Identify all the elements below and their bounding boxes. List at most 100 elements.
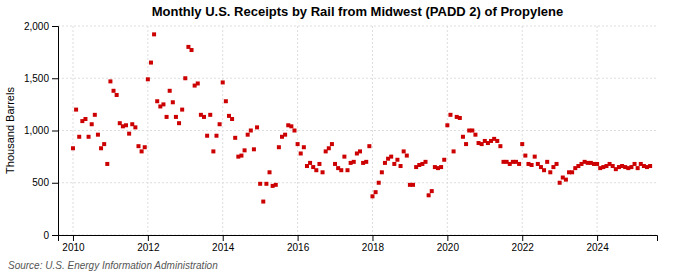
x-axis: 20102012201420162018202020222024 bbox=[59, 235, 658, 253]
point bbox=[517, 162, 521, 166]
tick-mark bbox=[597, 235, 598, 241]
point bbox=[252, 147, 256, 151]
point bbox=[149, 61, 153, 65]
tick-label: 2014 bbox=[212, 242, 235, 253]
grid bbox=[58, 26, 657, 235]
grid-line bbox=[297, 26, 298, 235]
point bbox=[383, 161, 387, 165]
point bbox=[548, 170, 552, 174]
point bbox=[174, 115, 178, 119]
point bbox=[93, 113, 97, 117]
grid-line bbox=[522, 26, 523, 235]
point bbox=[268, 170, 272, 174]
point bbox=[168, 89, 172, 93]
point bbox=[633, 162, 637, 166]
point bbox=[296, 142, 300, 146]
point bbox=[308, 161, 312, 165]
point bbox=[83, 117, 87, 121]
point bbox=[314, 168, 318, 172]
point bbox=[530, 163, 534, 167]
point bbox=[143, 145, 147, 149]
point bbox=[595, 162, 599, 166]
point bbox=[274, 183, 278, 187]
chart: 2010201220142016201820202022202405001,00… bbox=[0, 0, 675, 275]
point bbox=[74, 108, 78, 112]
tick-mark bbox=[522, 235, 523, 241]
point bbox=[427, 193, 431, 197]
point bbox=[224, 99, 228, 103]
point bbox=[377, 181, 381, 185]
tick-mark bbox=[52, 78, 58, 79]
point bbox=[115, 93, 119, 97]
tick-mark bbox=[372, 235, 373, 241]
point bbox=[392, 162, 396, 166]
tick-mark bbox=[52, 26, 58, 27]
tick-mark bbox=[52, 235, 58, 236]
axis-line bbox=[59, 236, 658, 242]
point bbox=[636, 166, 640, 170]
point bbox=[283, 133, 287, 137]
point bbox=[327, 146, 331, 150]
point bbox=[555, 162, 559, 166]
tick-label: 2012 bbox=[137, 242, 160, 253]
point bbox=[367, 144, 371, 148]
point bbox=[196, 81, 200, 85]
tick-mark bbox=[148, 235, 149, 241]
tick: 2,000 bbox=[24, 21, 58, 32]
y-axis: 05001,0001,5002,000 bbox=[24, 21, 59, 241]
grid-line bbox=[222, 26, 223, 235]
y-axis-label: Thousand Barrels bbox=[4, 87, 16, 174]
tick: 500 bbox=[32, 177, 58, 188]
point bbox=[464, 142, 468, 146]
point bbox=[264, 182, 268, 186]
point bbox=[558, 181, 562, 185]
point bbox=[133, 125, 137, 129]
tick: 1,000 bbox=[24, 125, 58, 136]
point bbox=[258, 182, 262, 186]
grid-line bbox=[597, 26, 598, 235]
tick: 2012 bbox=[137, 235, 160, 253]
point bbox=[202, 115, 206, 119]
tick-mark bbox=[52, 131, 58, 132]
point bbox=[289, 124, 293, 128]
point bbox=[177, 121, 181, 125]
source-note: Source: U.S. Energy Information Administ… bbox=[8, 260, 218, 271]
point bbox=[461, 135, 465, 139]
point bbox=[542, 168, 546, 172]
point bbox=[90, 122, 94, 126]
tick: 2022 bbox=[512, 235, 535, 253]
point bbox=[520, 142, 524, 146]
tick: 2020 bbox=[437, 235, 460, 253]
point bbox=[99, 146, 103, 150]
point bbox=[470, 129, 474, 133]
tick-label: 500 bbox=[32, 177, 49, 188]
point bbox=[108, 79, 112, 83]
axis-line bbox=[52, 27, 59, 236]
point bbox=[255, 125, 259, 129]
point bbox=[448, 113, 452, 117]
point bbox=[205, 134, 209, 138]
point bbox=[364, 160, 368, 164]
point bbox=[445, 123, 449, 127]
point bbox=[124, 123, 128, 127]
point bbox=[249, 129, 253, 133]
point bbox=[358, 149, 362, 153]
tick: 2018 bbox=[362, 235, 385, 253]
tick-mark bbox=[298, 235, 299, 241]
point bbox=[239, 154, 243, 158]
point bbox=[146, 77, 150, 81]
point bbox=[439, 165, 443, 169]
point bbox=[452, 149, 456, 153]
point bbox=[152, 32, 156, 36]
point bbox=[339, 168, 343, 172]
point bbox=[140, 149, 144, 153]
point bbox=[277, 145, 281, 149]
point bbox=[411, 183, 415, 187]
point bbox=[570, 170, 574, 174]
point bbox=[180, 108, 184, 112]
point bbox=[211, 149, 215, 153]
tick-label: 2018 bbox=[362, 242, 385, 253]
point bbox=[102, 142, 106, 146]
point bbox=[218, 122, 222, 126]
point bbox=[523, 154, 527, 158]
